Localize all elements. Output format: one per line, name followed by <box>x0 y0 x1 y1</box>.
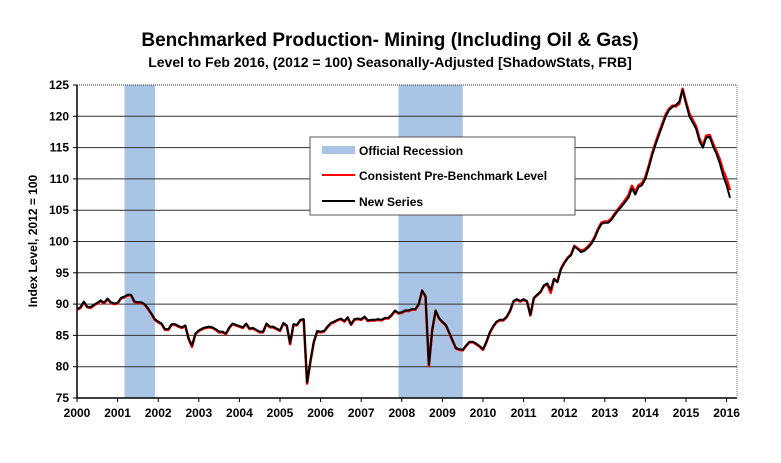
y-tick-label-110: 110 <box>50 172 70 186</box>
y-tick-label-105: 105 <box>49 203 69 217</box>
y-tick-label-85: 85 <box>56 328 70 342</box>
x-tick-label-2016: 2016 <box>713 406 740 420</box>
y-tick-label-80: 80 <box>56 360 70 374</box>
y-tick-label-90: 90 <box>56 297 70 311</box>
chart-title: Benchmarked Production- Mining (Includin… <box>141 30 638 51</box>
legend-label-new-series: New Series <box>359 195 423 209</box>
y-tick-label-75: 75 <box>56 391 70 405</box>
x-tick-label-2012: 2012 <box>551 406 578 420</box>
x-tick-label-2009: 2009 <box>429 406 456 420</box>
axes: 75 80 85 90 95 100 105 110 115 120 125 2000 2001 2002… <box>49 78 740 420</box>
y-tick-label-95: 95 <box>56 266 70 280</box>
x-tick-label-2015: 2015 <box>673 406 700 420</box>
series-line-new-series <box>76 89 731 384</box>
chart-subtitle: Level to Feb 2016, (2012 = 100) Seasonal… <box>148 54 632 70</box>
x-tick-label-2006: 2006 <box>307 406 334 420</box>
y-tick-label-115: 115 <box>50 141 70 155</box>
x-tick-label-2008: 2008 <box>388 406 415 420</box>
legend-recession-swatch <box>322 146 355 154</box>
x-tick-label-2010: 2010 <box>470 406 497 420</box>
x-tick-label-2013: 2013 <box>591 406 618 420</box>
y-axis-label: Index Level, 2012 = 100 <box>26 174 40 307</box>
legend-label-recession: Official Recession <box>359 144 463 158</box>
x-tick-label-2014: 2014 <box>632 406 659 420</box>
legend-label-pre-benchmark: Consistent Pre-Benchmark Level <box>359 169 547 183</box>
x-tick-label-2011: 2011 <box>511 406 537 420</box>
x-tick-label-2003: 2003 <box>185 406 212 420</box>
legend: Official Recession Consistent Pre-Benchm… <box>309 136 576 216</box>
series-lines <box>76 87 732 385</box>
y-tick-label-100: 100 <box>49 235 69 249</box>
y-tick-label-120: 120 <box>49 109 69 123</box>
x-tick-label-2005: 2005 <box>267 406 294 420</box>
x-tick-label-2004: 2004 <box>226 406 253 420</box>
x-tick-label-2000: 2000 <box>64 406 91 420</box>
x-tick-label-2001: 2001 <box>104 406 131 420</box>
x-tick-label-2002: 2002 <box>145 406 172 420</box>
y-tick-label-125: 125 <box>49 78 69 92</box>
x-tick-label-2007: 2007 <box>348 406 375 420</box>
